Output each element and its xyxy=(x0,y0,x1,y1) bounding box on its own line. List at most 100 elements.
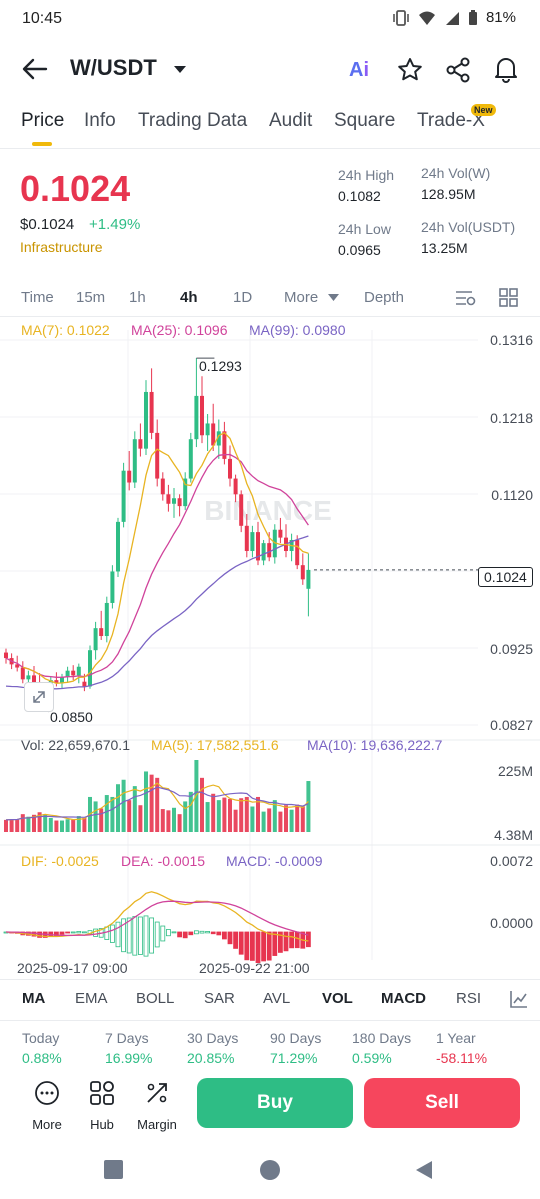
more-tool[interactable]: More xyxy=(17,1080,77,1132)
macd-bar xyxy=(221,931,227,940)
ind-tab-vol[interactable]: VOL xyxy=(322,990,353,1007)
tab-audit[interactable]: Audit xyxy=(269,110,313,131)
ind-tab-avl[interactable]: AVL xyxy=(263,990,291,1007)
macd-bar xyxy=(277,931,283,953)
ind-tab-rsi[interactable]: RSI xyxy=(456,990,482,1007)
ai-icon[interactable]: Ai xyxy=(349,59,370,81)
chart-settings-icon[interactable] xyxy=(509,989,529,1009)
volume-bar xyxy=(222,797,227,832)
volume-bar xyxy=(32,814,36,832)
candle-body xyxy=(110,571,115,603)
volume-bar xyxy=(20,814,25,832)
volume-bar xyxy=(160,809,165,832)
divider xyxy=(0,148,540,149)
tf-15m[interactable]: 15m xyxy=(76,289,106,306)
macd-axis-tick: 0.0072 xyxy=(490,853,533,869)
new-badge: New xyxy=(471,104,496,116)
back-arrow-icon[interactable] xyxy=(22,58,48,80)
perf-label: 1 Year xyxy=(436,1030,476,1046)
macd-axis-tick: 0.0000 xyxy=(490,915,533,931)
back-nav-icon[interactable] xyxy=(414,1160,434,1180)
sell-button[interactable]: Sell xyxy=(364,1078,520,1128)
section-tabs: Price Info Trading Data Audit Square Tra… xyxy=(0,104,540,148)
star-icon[interactable] xyxy=(397,57,423,82)
macd-bar xyxy=(216,931,222,936)
volume-bar xyxy=(65,819,70,832)
perf-value: 16.99% xyxy=(105,1050,153,1066)
home-button[interactable] xyxy=(260,1160,280,1180)
header-bar: W/USDT Ai xyxy=(0,44,540,94)
expand-chart-button[interactable] xyxy=(24,682,54,712)
volume-bar xyxy=(82,817,87,832)
macd-bar xyxy=(249,931,255,961)
volume-bar xyxy=(37,812,42,832)
volume-bar xyxy=(110,796,115,832)
volume-bar xyxy=(188,791,193,832)
bell-icon[interactable] xyxy=(494,56,518,83)
candle-body xyxy=(15,664,20,668)
tab-info[interactable]: Info xyxy=(84,110,116,131)
candle-body xyxy=(104,602,109,637)
macd-bar xyxy=(70,931,76,934)
candle-body xyxy=(121,470,126,522)
layout-grid-icon[interactable] xyxy=(499,288,518,307)
tf-4h[interactable]: 4h xyxy=(180,289,198,306)
pair-title[interactable]: W/USDT xyxy=(70,55,157,80)
tf-1d[interactable]: 1D xyxy=(233,289,253,306)
divider xyxy=(0,316,540,317)
vol-ma10-legend: MA(10): 19,636,222.7 xyxy=(307,737,443,753)
price-axis-tick: 0.0925 xyxy=(490,641,533,657)
macd-bar xyxy=(188,931,194,936)
candlestick-chart[interactable]: BINANCE xyxy=(0,330,540,980)
tf-1h[interactable]: 1h xyxy=(129,289,146,306)
candle-body xyxy=(20,667,25,680)
candle-body xyxy=(205,423,210,436)
volume-bar xyxy=(211,793,216,832)
ind-tab-sar[interactable]: SAR xyxy=(204,990,235,1007)
macd-bar xyxy=(171,931,177,934)
volume-bar xyxy=(250,806,255,832)
vol-axis-tick: 225M xyxy=(497,763,533,779)
volume-bar xyxy=(289,809,294,832)
volume-bar xyxy=(48,817,53,832)
last-price: 0.1024 xyxy=(20,168,131,209)
tab-trade-x[interactable]: Trade-X xyxy=(417,110,485,131)
ind-tab-boll[interactable]: BOLL xyxy=(136,990,175,1007)
tab-square[interactable]: Square xyxy=(334,110,396,131)
ind-tab-ma[interactable]: MA xyxy=(22,990,46,1007)
macd-bar xyxy=(126,917,132,954)
ind-tab-macd[interactable]: MACD xyxy=(381,990,426,1007)
vol-w-value: 128.95M xyxy=(421,186,476,202)
ind-tab-ema[interactable]: EMA xyxy=(75,990,108,1007)
margin-tool[interactable]: Margin xyxy=(127,1080,187,1132)
hub-tool[interactable]: Hub xyxy=(72,1080,132,1132)
volume-bar xyxy=(144,771,148,832)
macd-bar xyxy=(261,931,267,962)
high-label: 24h High xyxy=(338,167,395,183)
macd-bar xyxy=(93,928,98,937)
status-bar: 10:45 81% xyxy=(0,0,540,40)
volume-bar xyxy=(177,814,182,832)
price-axis-tick: 0.0827 xyxy=(490,717,533,733)
candle-body xyxy=(88,650,92,687)
caret-down-icon[interactable] xyxy=(173,65,187,74)
volume-bar xyxy=(132,786,137,832)
tf-time[interactable]: Time xyxy=(21,289,54,306)
tab-trading-data[interactable]: Trading Data xyxy=(138,110,248,131)
macd-bar xyxy=(255,931,261,964)
more-caret-icon[interactable] xyxy=(328,294,339,301)
candle-body xyxy=(4,652,8,659)
share-icon[interactable] xyxy=(445,57,471,83)
buy-button[interactable]: Buy xyxy=(197,1078,353,1128)
tab-price[interactable]: Price xyxy=(21,110,65,131)
candle-body xyxy=(127,470,132,483)
tf-depth[interactable]: Depth xyxy=(364,289,405,306)
volume-bar xyxy=(183,801,188,832)
volume-bar xyxy=(104,795,109,832)
category-tag[interactable]: Infrastructure xyxy=(20,239,103,255)
tf-more[interactable]: More xyxy=(284,289,319,306)
indicator-settings-icon[interactable] xyxy=(455,289,477,307)
recents-button[interactable] xyxy=(104,1160,123,1179)
candle-body xyxy=(71,670,76,676)
perf-label: Today xyxy=(22,1030,60,1046)
